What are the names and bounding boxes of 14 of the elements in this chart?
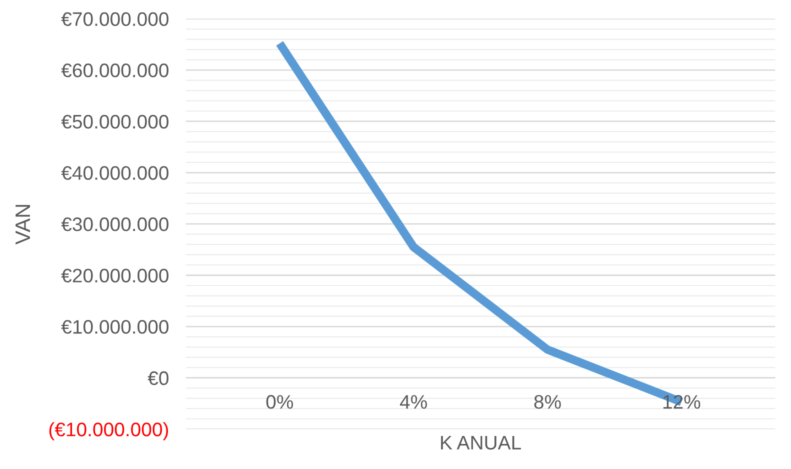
y-tick-label: €0: [148, 371, 168, 386]
x-tick-label: 4%: [400, 395, 427, 409]
y-tick-label: €10.000.000: [61, 320, 168, 334]
x-axis-title: K ANUAL: [441, 436, 521, 450]
y-tick-label: €40.000.000: [61, 166, 168, 180]
x-tick-label: 8%: [534, 395, 561, 409]
y-tick-label: €70.000.000: [61, 12, 168, 26]
y-tick-label: €30.000.000: [61, 217, 168, 232]
y-tick-label: €60.000.000: [61, 64, 168, 78]
y-tick-label: €20.000.000: [61, 268, 168, 282]
x-tick-label: 0%: [266, 395, 293, 409]
y-axis-title: VAN: [16, 204, 30, 245]
y-tick-label: (€10.000.000): [49, 422, 168, 440]
y-tick-label: €50.000.000: [61, 114, 168, 129]
